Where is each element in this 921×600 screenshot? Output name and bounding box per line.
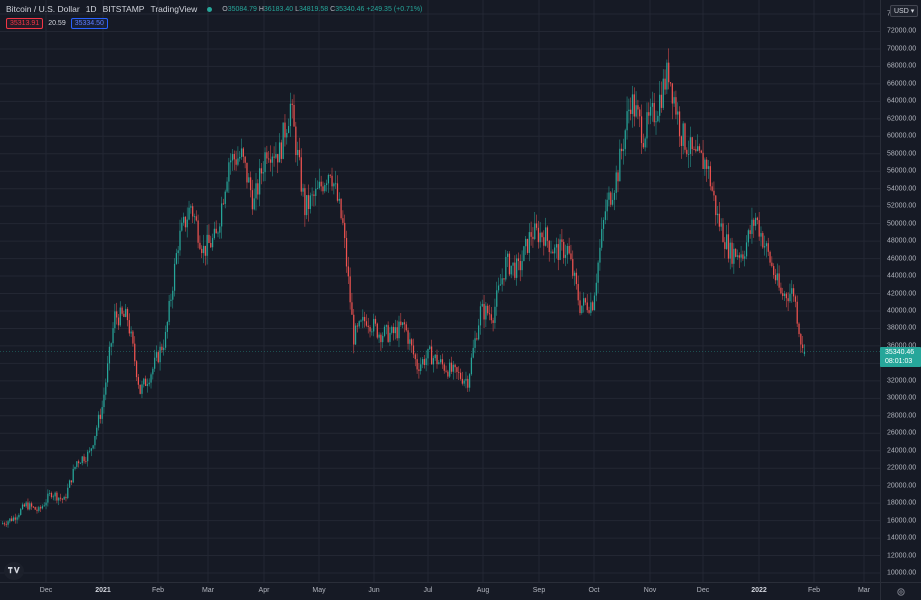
spread-value: 20.59 [48, 20, 66, 27]
time-tick-label: Mar [201, 587, 215, 594]
ohlc-values: O35084.79 H36183.40 L34819.58 C35340.46 … [222, 5, 423, 13]
price-tick-label: 28000.00 [887, 412, 917, 420]
price-tick-label: 12000.00 [887, 552, 917, 560]
price-tick-label: 66000.00 [887, 80, 917, 88]
time-tick-label: Feb [151, 587, 165, 594]
price-tick-label: 60000.00 [887, 132, 917, 140]
price-tick-label: 62000.00 [887, 115, 917, 123]
price-tick-label: 42000.00 [887, 290, 917, 297]
price-tick-label: 48000.00 [887, 237, 917, 245]
time-tick-label: Mar [857, 587, 871, 594]
price-tick-label: 26000.00 [887, 429, 917, 437]
low-value: 34819.58 [298, 5, 329, 13]
price-tick-label: 46000.00 [887, 255, 917, 263]
time-tick-label: Aug [476, 587, 490, 594]
exchange-label: BITSTAMP [102, 4, 145, 14]
price-tick-label: 52000.00 [887, 202, 917, 210]
price-tick-label: 32000.00 [887, 377, 917, 385]
price-tick-label: 56000.00 [887, 167, 917, 175]
gear-icon [897, 587, 905, 596]
time-tick-label: Jul [423, 587, 433, 594]
symbol-legend: Bitcoin / U.S. Dollar 1D BITSTAMP Tradin… [6, 4, 422, 14]
symbol-title[interactable]: Bitcoin / U.S. Dollar [6, 4, 80, 14]
source-label: TradingView [150, 4, 198, 14]
high-value: 36183.40 [263, 5, 294, 13]
last-price-value: 35340.46 [885, 348, 915, 356]
time-axis[interactable]: Dec 2021 Feb Mar Apr May Jun Jul Aug Sep Oct Nov Dec… [0, 582, 880, 600]
time-tick-label: 2022 [751, 587, 767, 594]
price-tick-label: 36000.00 [887, 342, 917, 350]
sell-button[interactable]: 35313.91 [6, 18, 44, 29]
price-tick-label: 16000.00 [887, 517, 917, 525]
price-tick-label: 20000.00 [887, 482, 917, 490]
price-tick-label: 70000.00 [887, 45, 917, 53]
time-tick-label: May [312, 587, 326, 594]
price-tick-label: 44000.00 [887, 272, 917, 280]
chart-plot-area[interactable] [0, 0, 880, 582]
price-tick-label: 14000.00 [887, 534, 917, 542]
open-value: 35084.79 [227, 5, 257, 13]
price-tick-label: 58000.00 [887, 150, 917, 158]
time-tick-label: Apr [258, 587, 270, 594]
price-tick-label: 68000.00 [887, 62, 917, 70]
buy-button[interactable]: 35334.50 [70, 18, 108, 29]
price-tick-label: 40000.00 [887, 307, 917, 315]
time-tick-label: Sep [532, 587, 546, 594]
price-tick-label: 64000.00 [887, 97, 917, 105]
time-tick-label: Dec [39, 587, 53, 594]
last-price-label: 35340.46 08:01:03 [880, 346, 921, 367]
price-tick-label: 50000.00 [887, 220, 917, 228]
tradingview-logo[interactable] [4, 562, 24, 580]
price-axis[interactable]: 74000.0072000.0070000.0068000.0066000.00… [880, 0, 921, 582]
tradingview-logo-icon [8, 567, 20, 574]
price-tick-label: 72000.00 [887, 27, 917, 35]
price-tick-label: 22000.00 [887, 464, 917, 472]
bar-countdown: 08:01:03 [885, 357, 913, 365]
time-tick-label: Dec [696, 587, 710, 594]
candlestick-chart[interactable] [0, 0, 880, 582]
time-tick-label: Oct [588, 587, 600, 594]
price-tick-label: 30000.00 [887, 394, 917, 402]
interval-label[interactable]: 1D [85, 4, 97, 14]
price-tick-label: 18000.00 [887, 499, 917, 507]
time-tick-label: Feb [807, 587, 821, 594]
time-tick-label: 2021 [95, 587, 111, 594]
price-tick-label: 38000.00 [887, 324, 917, 332]
trade-buttons: 35313.91 20.59 35334.50 [6, 18, 108, 29]
price-tick-label: 24000.00 [887, 447, 917, 455]
change-value: +249.35 (+0.71%) [366, 5, 423, 13]
time-tick-label: Nov [643, 587, 657, 594]
time-tick-label: Jun [368, 587, 380, 594]
chart-settings-button[interactable] [880, 582, 921, 600]
close-value: 35340.46 [335, 5, 365, 13]
currency-selector[interactable]: USD ▾ [890, 5, 919, 17]
price-tick-label: 54000.00 [887, 185, 917, 193]
price-tick-label: 10000.00 [887, 569, 917, 577]
market-status-dot-icon [207, 6, 213, 12]
